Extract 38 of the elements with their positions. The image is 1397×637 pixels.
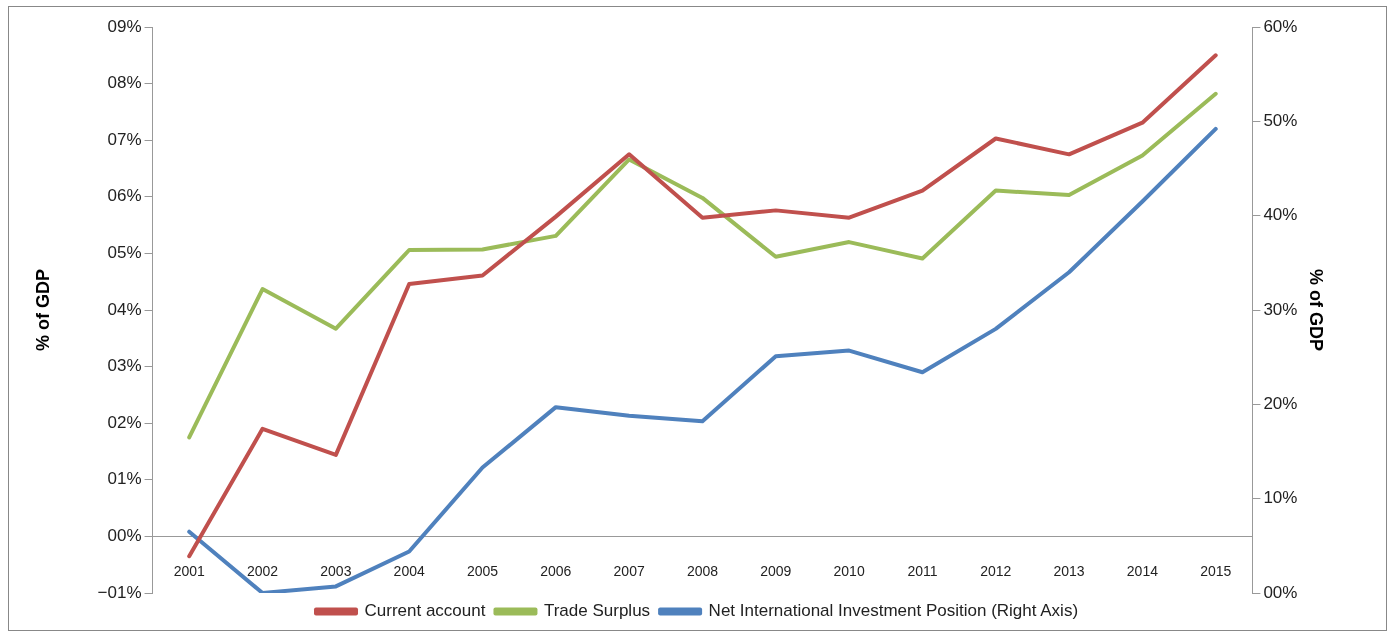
legend-label: Net International Investment Position (Right Axis) [708,601,1079,621]
y2-tick-label: 10% [1263,488,1298,508]
y2-tick-label: 20% [1263,394,1298,414]
y2-tick-label: 00% [1263,582,1298,602]
y2-tick-label: 40% [1263,205,1298,225]
legend-label: Trade Surplus [543,601,651,621]
y2-tick-label: 50% [1263,111,1298,131]
x-tick-label: 2012 [980,562,1012,579]
y2-axis-title: % of GDP [1306,268,1327,352]
x-tick-label: 2005 [466,562,499,579]
y-tick-label: 04% [107,299,142,319]
y-tick-label: 06% [107,186,142,206]
y-tick-label: 02% [107,412,142,432]
x-tick-label: 2001 [173,562,205,579]
y-tick-label: 07% [107,129,142,149]
y-tick-label: 03% [107,356,142,376]
legend-label: Current account [364,601,486,621]
y-tick-label: 05% [107,243,142,263]
y-tick-label: 01% [107,469,142,489]
x-tick-label: 2010 [833,562,865,579]
x-tick-label: 2007 [613,562,645,579]
x-tick-label: 2014 [1126,562,1159,579]
y-tick-label: 08% [107,73,142,93]
x-tick-label: 2004 [393,562,425,579]
x-tick-label: 2002 [246,562,279,579]
x-tick-label: 2008 [686,562,719,579]
x-tick-label: 2003 [320,562,352,579]
x-tick-label: 2009 [760,562,792,579]
y2-tick-label: 30% [1263,299,1298,319]
x-tick-label: 2006 [540,562,572,579]
x-tick-label: 2011 [907,562,938,579]
y-tick-label: 00% [107,526,142,546]
y2-tick-label: 60% [1263,16,1298,36]
y-tick-label: −01% [97,582,142,602]
y-tick-label: 09% [107,16,142,36]
x-tick-label: 2015 [1200,562,1232,579]
x-tick-label: 2013 [1053,562,1085,579]
y-axis-title: % of GDP [32,268,53,352]
